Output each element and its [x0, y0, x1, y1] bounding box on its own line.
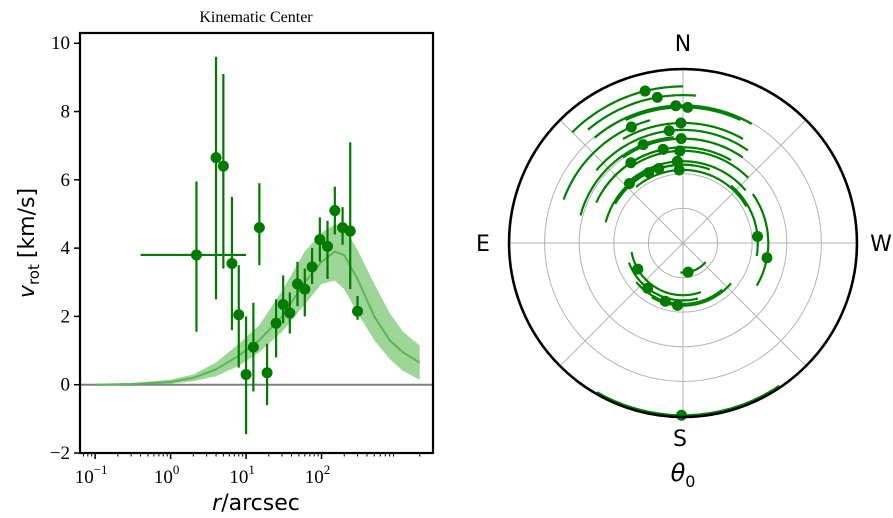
data-point: [344, 225, 356, 237]
polar-grid-spoke: [559, 242, 684, 367]
polar-uncertainty-arc: [730, 184, 759, 257]
data-point: [247, 341, 259, 353]
data-point: [217, 160, 229, 172]
data-point: [352, 305, 364, 317]
polar-point: [682, 266, 694, 278]
polar-point: [657, 143, 669, 155]
polar-uncertainty-arc: [635, 168, 748, 208]
model-confidence-band: [95, 224, 420, 385]
left-plot-frame: [78, 31, 435, 455]
rotation-curve-panel: −2 0 2 4 6 8 10 10−1 100 101 102 Kinematic Center…: [15, 9, 435, 516]
y-tick-label: 8: [61, 102, 71, 123]
y-ticks: −2 0 2 4 6 8 10: [50, 33, 80, 464]
polar-grid-spoke: [682, 242, 807, 367]
polar-uncertainty-arc: [751, 193, 770, 287]
polar-grid-spoke: [559, 119, 684, 244]
x-ticks: 10−1 100 101 102: [75, 453, 421, 488]
data-point: [284, 307, 296, 319]
polar-point: [675, 133, 687, 145]
polar-point: [682, 101, 694, 113]
polar-uncertainty-arc: [596, 384, 780, 417]
direction-label-south: S: [673, 427, 687, 452]
polar-point: [637, 139, 649, 151]
data-point: [253, 222, 265, 234]
data-point: [190, 249, 202, 261]
polar-point: [663, 125, 675, 137]
polar-uncertainty-arc: [629, 149, 749, 179]
polar-uncertainty-arc: [624, 160, 747, 192]
direction-label-east: E: [476, 232, 490, 257]
polar-point: [651, 91, 663, 103]
polar-point: [659, 295, 671, 307]
polar-points: [623, 85, 773, 421]
direction-label-west: W: [870, 232, 892, 257]
data-point: [322, 240, 334, 252]
y-tick-label: 4: [61, 238, 71, 259]
polar-point: [670, 100, 682, 112]
data-point: [226, 257, 238, 269]
polar-point: [632, 263, 644, 275]
polar-point: [675, 409, 687, 421]
x-tick-label: 10−1: [75, 462, 108, 488]
polar-point: [672, 299, 684, 311]
polar-grid-spoke: [682, 119, 807, 244]
data-point: [210, 152, 222, 164]
polar-point: [639, 85, 651, 97]
data-point: [270, 317, 282, 329]
data-point: [261, 367, 273, 379]
polar-point: [673, 164, 685, 176]
x-tick-label: 101: [229, 462, 255, 488]
polar-point: [761, 252, 773, 264]
data-point: [233, 309, 245, 321]
polar-panel: N E S W θ0: [476, 32, 892, 491]
polar-point: [675, 117, 687, 129]
polar-uncertainty-arc: [571, 85, 683, 134]
polar-point: [643, 167, 655, 179]
chart-title: Kinematic Center: [199, 9, 313, 26]
model-band-area: [95, 224, 420, 385]
x-tick-label: 100: [154, 462, 180, 488]
y-tick-label: 0: [61, 375, 71, 396]
data-point: [277, 298, 289, 310]
polar-point: [653, 163, 665, 175]
polar-point: [623, 178, 635, 190]
polar-point: [674, 145, 686, 157]
direction-label-north: N: [675, 32, 691, 57]
x-axis-label: r/arcsec: [212, 491, 300, 516]
y-tick-label: 2: [61, 306, 71, 327]
polar-frame: [507, 67, 859, 419]
polar-uncertainty-arc: [627, 262, 699, 302]
polar-point: [625, 157, 637, 169]
data-point: [314, 234, 326, 246]
y-tick-label: −2: [50, 443, 70, 464]
polar-uncertainty-arc: [595, 128, 749, 172]
y-axis-label: vrot[km/s]: [15, 188, 43, 298]
polar-uncertainty-arc: [579, 136, 674, 216]
polar-point: [752, 230, 764, 242]
x-tick-label: 102: [305, 462, 331, 488]
polar-point: [625, 121, 637, 133]
y-tick-label: 10: [51, 33, 70, 54]
data-point: [306, 261, 318, 273]
y-tick-label: 6: [61, 170, 71, 191]
polar-axis-label: θ0: [671, 459, 696, 491]
data-point: [299, 283, 311, 295]
data-point: [240, 368, 252, 380]
polar-point: [642, 282, 654, 294]
polar-uncertainty-arc: [595, 147, 667, 204]
polar-point: [671, 155, 683, 167]
data-points: [140, 56, 364, 435]
polar-uncertainty-arc: [587, 94, 697, 131]
data-point: [329, 205, 341, 217]
